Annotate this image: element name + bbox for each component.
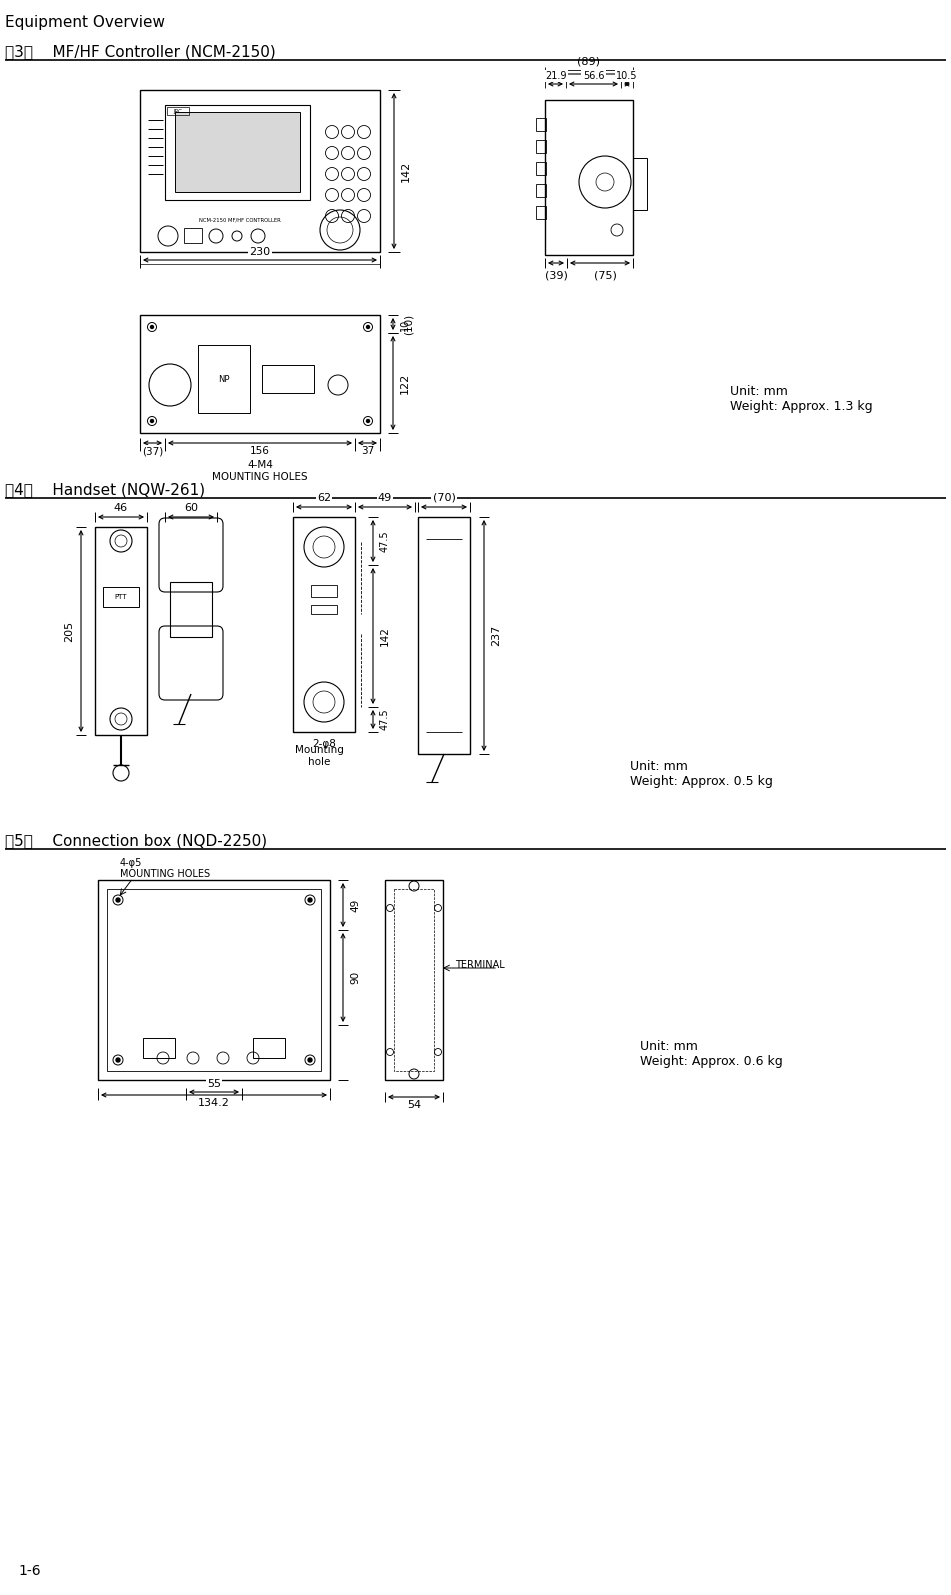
Bar [170, 582, 212, 636]
Text: 55: 55 [207, 1078, 221, 1089]
Text: 21.9: 21.9 [545, 72, 566, 81]
Text: 62: 62 [317, 493, 331, 502]
Text: 54: 54 [407, 1101, 421, 1110]
Text: 47.5: 47.5 [380, 530, 390, 552]
Text: 49: 49 [350, 898, 360, 912]
Bar [536, 118, 546, 131]
Text: NCM-2150 MF/HF CONTROLLER: NCM-2150 MF/HF CONTROLLER [199, 217, 281, 222]
Text: 122: 122 [400, 372, 410, 394]
Text: 47.5: 47.5 [380, 708, 390, 731]
Text: 46: 46 [114, 502, 128, 514]
Circle shape [150, 325, 153, 329]
Text: (70): (70) [433, 493, 456, 502]
Text: Unit: mm
Weight: Approx. 0.5 kg: Unit: mm Weight: Approx. 0.5 kg [630, 759, 773, 788]
Text: MOUNTING HOLES: MOUNTING HOLES [212, 472, 308, 482]
Bar [95, 526, 147, 735]
Bar [175, 112, 300, 191]
Circle shape [116, 1057, 120, 1062]
Text: TERMINAL: TERMINAL [455, 960, 505, 970]
Text: 205: 205 [64, 620, 74, 641]
Bar [633, 158, 647, 211]
Text: 237: 237 [491, 625, 501, 646]
Text: NP: NP [218, 375, 230, 383]
Text: 4-φ5: 4-φ5 [120, 858, 143, 868]
Bar [418, 517, 470, 754]
Text: Unit: mm
Weight: Approx. 1.3 kg: Unit: mm Weight: Approx. 1.3 kg [730, 384, 873, 413]
Text: （3）    MF/HF Controller (NCM-2150): （3） MF/HF Controller (NCM-2150) [5, 45, 276, 59]
Text: 56.6: 56.6 [583, 72, 604, 81]
Text: 60: 60 [184, 502, 198, 514]
Bar [198, 345, 250, 413]
Text: 10: 10 [400, 319, 410, 332]
Bar [107, 888, 321, 1070]
Text: 2-φ8: 2-φ8 [312, 738, 336, 750]
Text: (37): (37) [142, 447, 164, 456]
Text: (75): (75) [593, 270, 616, 281]
Circle shape [150, 419, 153, 423]
Text: （5）    Connection box (NQD-2250): （5） Connection box (NQD-2250) [5, 833, 267, 849]
Bar [143, 1038, 175, 1057]
Bar [394, 888, 434, 1070]
Bar [311, 585, 337, 597]
Bar [262, 365, 314, 392]
Circle shape [366, 419, 370, 423]
Bar [184, 228, 202, 242]
Text: Equipment Overview: Equipment Overview [5, 14, 165, 30]
Circle shape [308, 1057, 312, 1062]
Text: (10): (10) [404, 314, 414, 335]
Circle shape [116, 898, 120, 903]
Text: 156: 156 [250, 447, 270, 456]
Bar [536, 140, 546, 153]
Bar [536, 183, 546, 198]
Text: 230: 230 [249, 247, 271, 257]
Text: 1-6: 1-6 [18, 1565, 41, 1577]
Bar [167, 107, 189, 115]
Circle shape [366, 325, 370, 329]
Bar [545, 100, 633, 255]
Text: 4-M4: 4-M4 [247, 459, 273, 471]
Bar [385, 880, 443, 1080]
Text: (89): (89) [577, 57, 600, 67]
Bar [253, 1038, 285, 1057]
Text: (39): (39) [545, 270, 568, 281]
Bar [311, 605, 337, 614]
Text: （4）    Handset (NQW-261): （4） Handset (NQW-261) [5, 482, 205, 498]
Bar [536, 163, 546, 175]
Bar [165, 105, 310, 199]
Bar [103, 587, 139, 608]
Text: Mounting
hole: Mounting hole [295, 745, 343, 767]
Text: JRC: JRC [174, 108, 183, 113]
Bar [140, 314, 380, 432]
Circle shape [308, 898, 312, 903]
Text: 37: 37 [360, 447, 374, 456]
Bar [98, 880, 330, 1080]
Bar [293, 517, 355, 732]
Text: 142: 142 [380, 627, 390, 646]
Text: MOUNTING HOLES: MOUNTING HOLES [120, 869, 210, 879]
Text: 90: 90 [350, 971, 360, 984]
Text: 134.2: 134.2 [198, 1097, 230, 1109]
Text: 10.5: 10.5 [616, 72, 638, 81]
Bar [140, 89, 380, 252]
Text: PTT: PTT [115, 593, 127, 600]
Text: 142: 142 [401, 161, 411, 182]
Text: 49: 49 [378, 493, 392, 502]
Bar [536, 206, 546, 219]
Text: Unit: mm
Weight: Approx. 0.6 kg: Unit: mm Weight: Approx. 0.6 kg [640, 1040, 783, 1069]
